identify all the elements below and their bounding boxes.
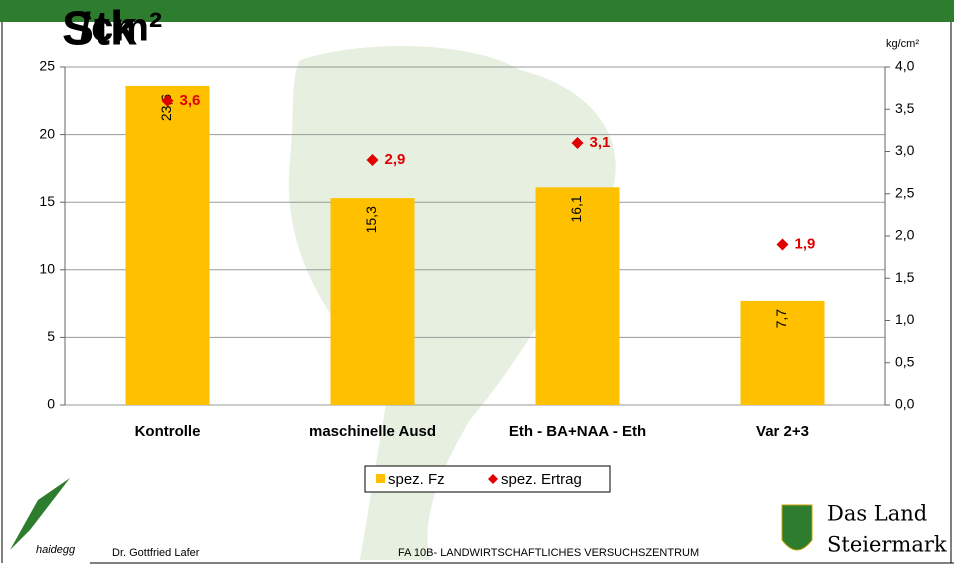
- header-band: [0, 0, 954, 22]
- y2-tick-label: 3,5: [895, 100, 915, 116]
- x-tick-label: Kontrolle: [135, 423, 201, 440]
- logo-left: haidegg: [36, 544, 76, 556]
- x-tick-label: Eth - BA+NAA - Eth: [509, 423, 646, 440]
- bar: [125, 85, 210, 405]
- data-label: 1,9: [795, 235, 816, 252]
- legend-label: spez. Fz: [388, 471, 445, 488]
- y2-tick-label: 0,5: [895, 353, 915, 369]
- data-label: 15,3: [363, 206, 379, 233]
- data-label: 2,9: [385, 151, 406, 168]
- y-tick-label: 5: [47, 328, 55, 344]
- y-tick-label: 20: [39, 125, 55, 141]
- coat-of-arms: [781, 504, 813, 551]
- y2-tick-label: 2,0: [895, 227, 915, 243]
- y-tick-label: 25: [39, 58, 55, 74]
- marker: [366, 153, 379, 166]
- bar: [740, 300, 825, 405]
- logo-right-2: Steiermark: [827, 533, 947, 557]
- data-label: 16,1: [568, 195, 584, 222]
- data-label: 3,6: [180, 92, 201, 109]
- logo-right-1: Das Land: [827, 502, 927, 526]
- footer-author: Dr. Gottfried Lafer: [112, 547, 200, 559]
- bar: [330, 198, 415, 405]
- footer-org: FA 10B- LANDWIRTSCHAFTLICHES VERSUCHSZEN…: [398, 547, 699, 559]
- watermark: [288, 46, 616, 561]
- y2-tick-label: 4,0: [895, 58, 915, 74]
- y-tick-label: 0: [47, 396, 55, 412]
- legend-swatch: [376, 474, 385, 483]
- y2-tick-label: 3,0: [895, 142, 915, 158]
- marker: [161, 94, 174, 107]
- marker: [776, 238, 789, 251]
- legend-swatch: [488, 474, 498, 484]
- x-tick-label: Var 2+3: [756, 423, 809, 440]
- legend-box: [364, 465, 611, 493]
- y2-tick-label: 2,5: [895, 184, 915, 200]
- y2-tick-label: 1,0: [895, 311, 915, 327]
- heading-overlay: /cm²: [80, 6, 162, 50]
- x-tick-label: maschinelle Ausd: [309, 423, 436, 440]
- y-tick-label: 15: [39, 193, 55, 209]
- bar: [535, 187, 620, 405]
- y2-tick-label: 0,0: [895, 396, 915, 412]
- legend-label: spez. Ertrag: [501, 471, 582, 488]
- marker: [571, 137, 584, 150]
- y-tick-label: 10: [39, 261, 55, 277]
- logo-left-shape: [10, 478, 70, 550]
- data-label: 3,1: [590, 134, 611, 151]
- y2-tick-label: 1,5: [895, 269, 915, 285]
- y2-axis-label: kg/cm²: [886, 38, 919, 50]
- heading: Stk: [62, 3, 137, 56]
- data-label: 7,7: [773, 309, 789, 329]
